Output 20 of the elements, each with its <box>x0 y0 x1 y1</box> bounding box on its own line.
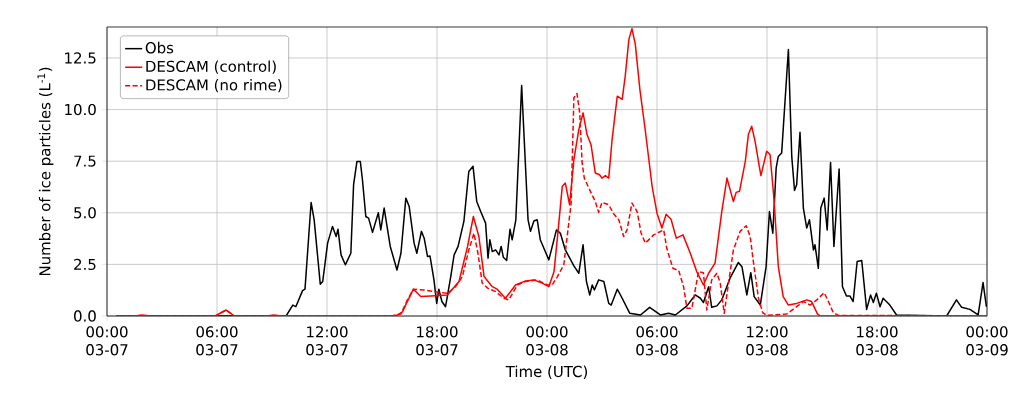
x-tick-label: 18:00 03-08 <box>856 326 898 356</box>
y-tick-label: 2.5 <box>74 258 96 271</box>
x-tick-label: 00:00 03-09 <box>966 326 1008 356</box>
y-tick-label: 5.0 <box>74 207 96 219</box>
x-tick-label: 00:00 03-07 <box>86 326 128 356</box>
legend-label: DESCAM (no rime) <box>146 79 282 93</box>
x-tick-label: 06:00 03-07 <box>196 326 238 356</box>
legend-label: DESCAM (control) <box>146 60 276 74</box>
y-axis-title: Number of ice particles (L$^{-1}$) <box>37 67 54 276</box>
legend-label: Obs <box>145 41 174 54</box>
x-tick-label: 12:00 03-08 <box>746 326 788 356</box>
x-tick-label: 00:00 03-08 <box>526 326 568 356</box>
y-tick-label: 10.0 <box>65 103 96 116</box>
x-tick-label: 18:00 03-07 <box>416 326 458 356</box>
x-tick-label: 12:00 03-07 <box>306 326 348 356</box>
y-tick-label: 12.5 <box>65 52 96 64</box>
y-tick-label: 7.5 <box>74 155 96 167</box>
y-tick-label: 0.0 <box>74 310 96 322</box>
x-axis-title: Time (UTC) <box>505 365 588 379</box>
x-tick-label: 06:00 03-08 <box>636 326 678 356</box>
